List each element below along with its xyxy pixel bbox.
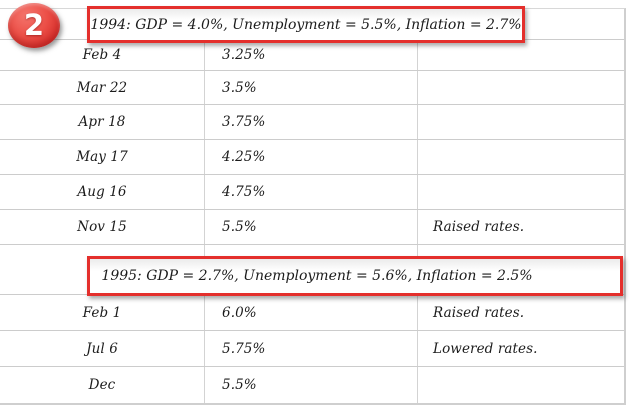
table-row: Apr 18 3.75% <box>0 105 624 140</box>
table-row: May 17 4.25% <box>0 140 624 175</box>
note-cell <box>418 175 624 209</box>
rate-cell: 3.25% <box>205 40 418 70</box>
rate-cell: 4.25% <box>205 140 418 174</box>
table-row: Dec 5.5% <box>0 367 624 403</box>
rate-cell: 5.75% <box>205 331 418 366</box>
note-cell: Raised rates. <box>433 304 525 321</box>
note-cell <box>418 367 624 403</box>
rate-cell: 3.75% <box>205 105 418 139</box>
year-1995-summary-text: 1995: GDP = 2.7%, Unemployment = 5.6%, I… <box>101 268 533 284</box>
year-1994-summary-box: 1994: GDP = 4.0%, Unemployment = 5.5%, I… <box>87 6 525 43</box>
date-cell: Dec <box>0 367 205 403</box>
badge-number: 2 <box>23 8 45 42</box>
table-row: Feb 4 3.25% <box>0 40 624 71</box>
note-cell <box>418 140 624 174</box>
note-cell: Lowered rates. <box>433 340 538 357</box>
table-row: Nov 15 5.5% Raised rates. <box>0 210 624 245</box>
date-cell: Jul 6 <box>0 331 205 366</box>
section-header-row-1995: 1995: GDP = 2.7%, Unemployment = 5.6%, I… <box>0 245 624 296</box>
date-cell: Feb 1 <box>0 295 205 330</box>
table-row: Jul 6 5.75% Lowered rates. <box>0 331 624 367</box>
year-1995-summary-box: 1995: GDP = 2.7%, Unemployment = 5.6%, I… <box>87 256 623 296</box>
rate-cell: 4.75% <box>205 175 418 209</box>
section-header-row-1994: 1994: GDP = 4.0%, Unemployment = 5.5%, I… <box>0 6 624 43</box>
note-cell <box>418 40 624 70</box>
rate-cell: 6.0% <box>205 295 418 330</box>
note-cell: Raised rates. <box>433 219 525 235</box>
rate-cell: 5.5% <box>205 210 418 244</box>
step-2-badge: 2 <box>8 3 60 48</box>
table-row: Aug 16 4.75% <box>0 175 624 210</box>
date-cell: Aug 16 <box>0 175 205 209</box>
year-1994-summary-text: 1994: GDP = 4.0%, Unemployment = 5.5%, I… <box>90 16 522 33</box>
fed-rate-table: 1994: GDP = 4.0%, Unemployment = 5.5%, I… <box>0 6 626 405</box>
date-cell: Feb 4 <box>0 40 205 70</box>
table-row: Feb 1 6.0% Raised rates. <box>0 295 624 331</box>
note-cell <box>418 105 624 139</box>
date-cell: Mar 22 <box>0 71 205 104</box>
date-cell: Apr 18 <box>0 105 205 139</box>
rate-cell: 3.5% <box>205 71 418 104</box>
date-cell: Nov 15 <box>0 210 205 244</box>
date-cell: May 17 <box>0 140 205 174</box>
rate-cell: 5.5% <box>205 367 418 403</box>
note-cell <box>418 71 624 104</box>
table-row: Mar 22 3.5% <box>0 71 624 105</box>
